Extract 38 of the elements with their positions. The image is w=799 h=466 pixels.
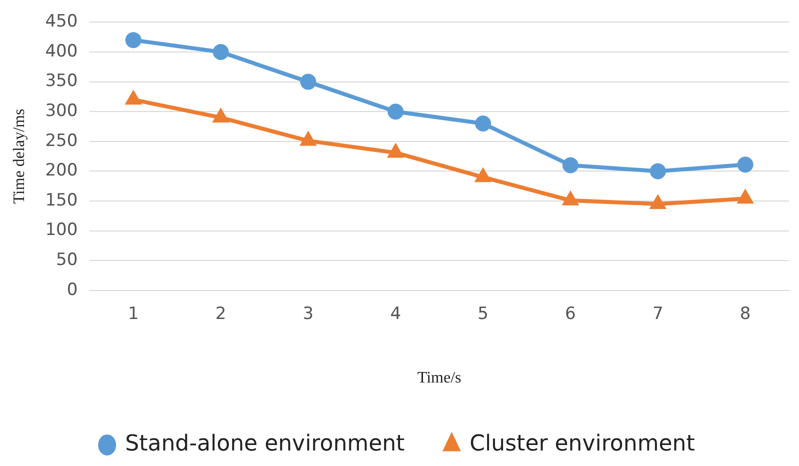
x-tick-label: 5 (478, 304, 488, 324)
point (650, 163, 666, 180)
point (214, 110, 228, 123)
point (301, 132, 316, 146)
y-tick-label: 200 (45, 160, 78, 181)
point (126, 92, 141, 105)
point (476, 169, 490, 182)
x-tick-label: 8 (740, 304, 751, 324)
y-tick-label: 0 (66, 280, 78, 300)
point (650, 196, 666, 209)
x-axis-title: Time/s (417, 370, 462, 387)
point (562, 157, 578, 174)
y-tick-label: 300 (45, 101, 78, 122)
y-tick-label: 350 (45, 71, 78, 92)
x-tick-label: 3 (302, 304, 314, 324)
x-tick-label: 6 (565, 304, 576, 324)
y-tick-label: 50 (56, 250, 78, 270)
y-tick-label: 150 (45, 190, 78, 210)
point (300, 74, 316, 90)
point (738, 190, 752, 204)
point (212, 44, 229, 60)
point (737, 156, 754, 173)
legend-label: Cluster environment (470, 432, 696, 457)
y-tick-label: 100 (45, 220, 78, 240)
y-tick-label: 250 (45, 130, 78, 151)
x-tick-label: 4 (390, 304, 402, 324)
point (388, 144, 403, 158)
point (475, 116, 492, 132)
legend-label: Stand-alone environment (125, 432, 406, 457)
y-axis-title: Time delay/ms (10, 108, 28, 204)
x-tick-label: 1 (128, 304, 139, 324)
y-tick-label: 400 (45, 41, 78, 62)
y-tick-label: 450 (45, 12, 78, 32)
x-tick-label: 2 (215, 304, 226, 324)
point (563, 192, 578, 206)
point (125, 32, 142, 48)
point (388, 104, 404, 120)
x-tick-label: 7 (652, 304, 664, 324)
